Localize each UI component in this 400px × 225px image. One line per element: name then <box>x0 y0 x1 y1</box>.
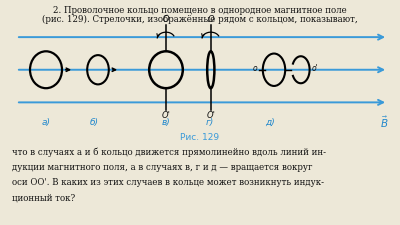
Text: а): а) <box>42 118 50 127</box>
Text: г): г) <box>206 118 214 127</box>
Text: что в случаях а и б кольцо движется прямолинейно вдоль линий ин-: что в случаях а и б кольцо движется прям… <box>12 147 326 157</box>
Text: дукции магнитного поля, а в случаях в, г и д — вращается вокруг: дукции магнитного поля, а в случаях в, г… <box>12 163 312 172</box>
Text: Рис. 129: Рис. 129 <box>180 133 220 142</box>
Text: O': O' <box>206 111 215 120</box>
Text: O: O <box>163 15 169 24</box>
Text: $\vec{B}$: $\vec{B}$ <box>380 115 388 130</box>
Text: ционный ток?: ционный ток? <box>12 193 75 202</box>
Text: O': O' <box>162 111 170 120</box>
Text: в): в) <box>162 118 170 127</box>
Text: o': o' <box>311 64 318 73</box>
Text: б): б) <box>90 118 98 127</box>
Text: оси OO'. В каких из этих случаев в кольце может возникнуть индук-: оси OO'. В каких из этих случаев в кольц… <box>12 178 324 187</box>
Text: д): д) <box>265 118 275 127</box>
Text: (рис. 129). Стрелочки, изображённые рядом с кольцом, показывают,: (рис. 129). Стрелочки, изображённые рядо… <box>42 15 358 24</box>
Text: o: o <box>252 64 257 73</box>
Text: 2. Проволочное кольцо помещено в однородное магнитное поле: 2. Проволочное кольцо помещено в однород… <box>53 6 347 15</box>
Text: O: O <box>208 15 214 24</box>
